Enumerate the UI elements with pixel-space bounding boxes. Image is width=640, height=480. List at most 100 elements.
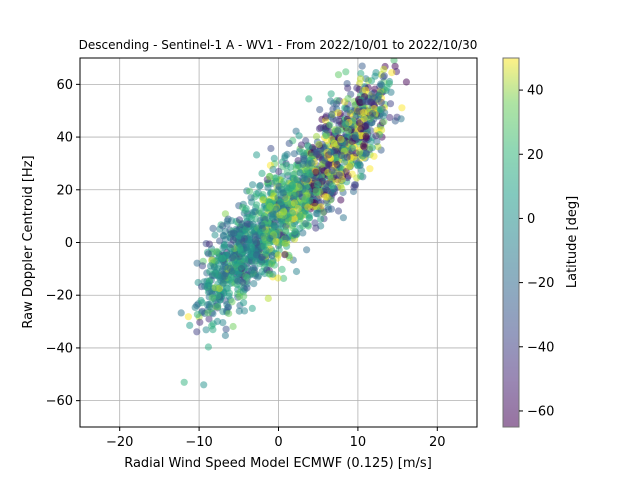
scatter-point (209, 224, 217, 232)
scatter-point (317, 215, 325, 223)
colorbar-tick-label: −20 (527, 276, 554, 291)
scatter-point (352, 133, 360, 141)
scatter-point (265, 270, 273, 278)
scatter-point (186, 321, 194, 329)
scatter-point (397, 115, 405, 123)
scatter-point (238, 220, 246, 228)
scatter-point (317, 124, 325, 132)
scatter-point (356, 75, 365, 83)
chart-title: Descending - Sentinel-1 A - WV1 - From 2… (79, 38, 478, 52)
scatter-point (355, 148, 364, 156)
scatter-point (366, 144, 374, 152)
colorbar-tick-label: −40 (527, 340, 554, 355)
scatter-point (357, 172, 365, 180)
scatter-point (281, 239, 289, 248)
scatter-point (207, 262, 215, 270)
scatter-point (294, 157, 302, 165)
scatter-point (219, 222, 227, 230)
scatter-point (274, 251, 282, 259)
scatter-point (295, 183, 303, 192)
scatter-point (279, 189, 287, 197)
scatter-point (357, 125, 365, 133)
scatter-point (220, 241, 228, 249)
scatter-point (222, 325, 230, 333)
scatter-point (299, 160, 307, 168)
x-tick-label: 0 (274, 435, 282, 450)
scatter-point (236, 244, 244, 252)
scatter-point (321, 157, 329, 165)
scatter-point (266, 234, 274, 242)
scatter-point (216, 237, 224, 245)
scatter-point (268, 252, 276, 260)
scatter-point (234, 267, 242, 275)
colorbar (502, 57, 520, 428)
scatter-point (235, 307, 243, 315)
scatter-point (325, 205, 333, 214)
scatter-point (338, 184, 346, 192)
scatter-point (335, 171, 343, 179)
scatter-point (240, 299, 248, 307)
scatter-point (193, 328, 201, 336)
scatter-point (296, 212, 304, 220)
scatter-point (264, 294, 272, 302)
scatter-point (390, 58, 398, 64)
scatter-point (278, 265, 286, 273)
scatter-point (280, 208, 288, 216)
scatter-point (248, 227, 256, 235)
scatter-point (205, 315, 213, 323)
scatter-point (386, 113, 394, 122)
scatter-point (339, 214, 347, 222)
scatter-point (334, 127, 342, 135)
scatter-point (193, 259, 201, 267)
scatter-point (333, 160, 341, 169)
scatter-point (213, 317, 221, 325)
scatter-point (342, 68, 350, 76)
y-tick-label: 40 (56, 131, 73, 146)
scatter-point (274, 186, 282, 194)
scatter-point (328, 166, 336, 175)
scatter-point (300, 174, 308, 182)
scatter-point (219, 319, 227, 327)
scatter-point (262, 258, 270, 266)
scatter-point (370, 152, 378, 160)
x-tick-label: −20 (106, 435, 133, 450)
scatter-point (387, 88, 395, 96)
scatter-point (334, 207, 343, 215)
scatter-point (262, 246, 270, 254)
scatter-point (362, 134, 370, 142)
scatter-point (293, 176, 301, 184)
scatter-point (290, 215, 298, 223)
scatter-point (251, 236, 259, 244)
scatter-point (219, 231, 227, 239)
scatter-point (211, 231, 219, 239)
scatter-point (380, 118, 388, 126)
scatter-point (322, 185, 330, 193)
scatter-point (353, 84, 361, 92)
scatter-point (229, 229, 237, 237)
scatter-point (358, 62, 366, 70)
y-axis-ticks: −60 −40 −20 0 20 40 60 (46, 78, 80, 409)
scatter-point (177, 309, 185, 317)
scatter-point (332, 100, 341, 108)
scatter-point (312, 168, 320, 176)
scatter-point (253, 151, 261, 159)
scatter-point (346, 106, 354, 114)
scatter-point (208, 294, 216, 302)
y-tick-label: 0 (65, 236, 73, 251)
scatter-point (372, 132, 380, 140)
scatter-point (402, 78, 410, 86)
scatter-point (221, 331, 229, 340)
scatter-point (368, 90, 376, 98)
scatter-point (334, 71, 343, 79)
scatter-point (242, 244, 250, 252)
scatter-point (221, 210, 229, 218)
scatter-point (196, 318, 204, 326)
scatter-point (289, 181, 297, 189)
scatter-point (243, 274, 251, 282)
scatter-point (299, 229, 307, 237)
scatter-point (302, 220, 310, 228)
x-tick-label: −10 (185, 435, 212, 450)
scatter-point (350, 183, 358, 191)
scatter-point (344, 95, 352, 103)
